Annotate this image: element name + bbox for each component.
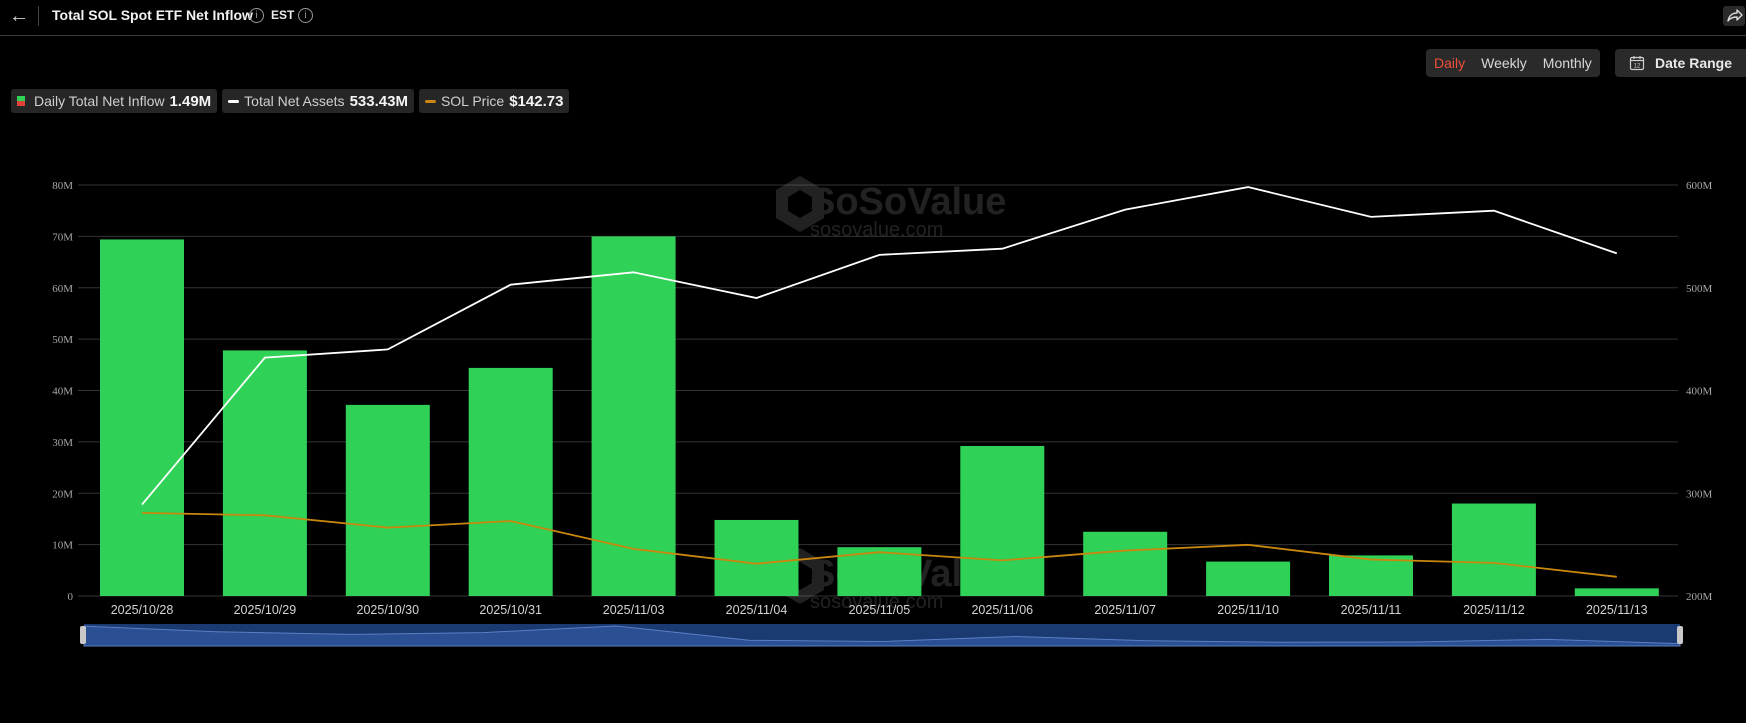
period-monthly-button[interactable]: Monthly [1542, 55, 1592, 71]
y-left-tick-label: 50M [52, 334, 73, 346]
title-info-icon[interactable]: i [249, 8, 264, 23]
x-tick-label: 2025/10/30 [357, 603, 420, 617]
date-range-button[interactable]: 12 Date Range [1615, 49, 1746, 77]
period-weekly-button[interactable]: Weekly [1481, 55, 1527, 71]
inflow-bar[interactable] [1329, 555, 1413, 596]
x-tick-label: 2025/11/13 [1586, 603, 1648, 617]
navigator-right-handle[interactable] [1677, 626, 1683, 644]
inflow-bar[interactable] [714, 519, 799, 596]
inflow-bar[interactable] [468, 367, 553, 596]
timezone-info-icon[interactable]: i [298, 8, 313, 23]
inflow-bar[interactable] [100, 239, 184, 596]
share-icon[interactable] [1722, 4, 1746, 28]
x-tick-label: 2025/10/28 [111, 603, 174, 617]
y-left-tick-label: 0 [68, 591, 74, 603]
svg-text:12: 12 [1634, 64, 1641, 70]
assets-swatch [228, 99, 240, 103]
x-tick-label: 2025/10/31 [479, 603, 542, 617]
navigator-left-handle[interactable] [80, 626, 86, 644]
inflow-bar[interactable] [222, 350, 307, 596]
chart-legend: Daily Total Net Inflow 1.49M Total Net A… [11, 89, 570, 113]
period-selector: Daily Weekly Monthly [1426, 49, 1600, 77]
inflow-bar[interactable] [345, 404, 430, 596]
x-tick-label: 2025/11/10 [1217, 603, 1279, 617]
inflow-swatch [17, 96, 25, 106]
inflow-bar[interactable] [1083, 531, 1168, 596]
legend-assets-value: 533.43M [349, 92, 408, 110]
y-left-tick-label: 30M [52, 437, 73, 449]
x-tick-label: 2025/11/11 [1341, 603, 1402, 617]
x-tick-label: 2025/11/06 [971, 603, 1033, 617]
chart-header: ← Total SOL Spot ETF Net Inflow i EST i [0, 0, 1746, 36]
y-right-tick-label: 400M [1686, 386, 1713, 398]
legend-inflow-value: 1.49M [169, 92, 212, 110]
x-tick-label: 2025/11/07 [1094, 603, 1156, 617]
inflow-bar[interactable] [1451, 503, 1536, 596]
legend-price[interactable]: SOL Price $142.73 [418, 89, 570, 113]
inflow-bar[interactable] [1206, 561, 1291, 596]
legend-inflow[interactable]: Daily Total Net Inflow 1.49M [11, 89, 218, 113]
header-divider [38, 6, 39, 26]
legend-assets[interactable]: Total Net Assets 533.43M [222, 89, 414, 113]
svg-text:SoSoValue: SoSoValue [810, 181, 1006, 223]
x-tick-label: 2025/11/12 [1463, 603, 1525, 617]
page-title: Total SOL Spot ETF Net Inflow [52, 7, 253, 23]
legend-price-value: $142.73 [509, 92, 564, 110]
period-daily-button[interactable]: Daily [1434, 55, 1466, 71]
y-left-tick-label: 80M [52, 180, 73, 192]
y-left-tick-label: 60M [52, 283, 73, 295]
y-left-tick-label: 40M [52, 386, 73, 398]
legend-assets-label: Total Net Assets [244, 93, 345, 109]
price-swatch [424, 99, 436, 103]
date-range-label: Date Range [1655, 55, 1733, 71]
x-tick-label: 2025/11/05 [849, 603, 911, 617]
legend-price-label: SOL Price [440, 93, 505, 109]
x-tick-label: 2025/11/04 [726, 603, 788, 617]
sol-price-line [141, 511, 1617, 578]
x-tick-label: 2025/11/03 [603, 603, 665, 617]
back-arrow-icon[interactable]: ← [9, 5, 29, 27]
y-left-tick-label: 70M [52, 231, 73, 243]
inflow-bar[interactable] [591, 236, 676, 596]
svg-text:sosovalue.com: sosovalue.com [810, 591, 943, 613]
svg-text:sosovalue.com: sosovalue.com [810, 219, 943, 241]
y-right-tick-label: 200M [1686, 591, 1713, 603]
y-right-tick-label: 300M [1686, 488, 1713, 500]
y-left-tick-label: 10M [52, 540, 73, 552]
timezone-label: EST [271, 8, 295, 22]
legend-inflow-label: Daily Total Net Inflow [34, 93, 165, 109]
x-tick-label: 2025/10/29 [234, 603, 297, 617]
y-left-tick-label: 20M [52, 488, 73, 500]
inflow-bar[interactable] [1574, 588, 1659, 596]
inflow-bar[interactable] [960, 445, 1045, 596]
y-right-tick-label: 600M [1686, 180, 1713, 192]
navigator-area [83, 625, 1681, 647]
y-right-tick-label: 500M [1686, 283, 1713, 295]
calendar-icon: 12 [1629, 56, 1645, 71]
total-net-assets-line [141, 186, 1618, 506]
